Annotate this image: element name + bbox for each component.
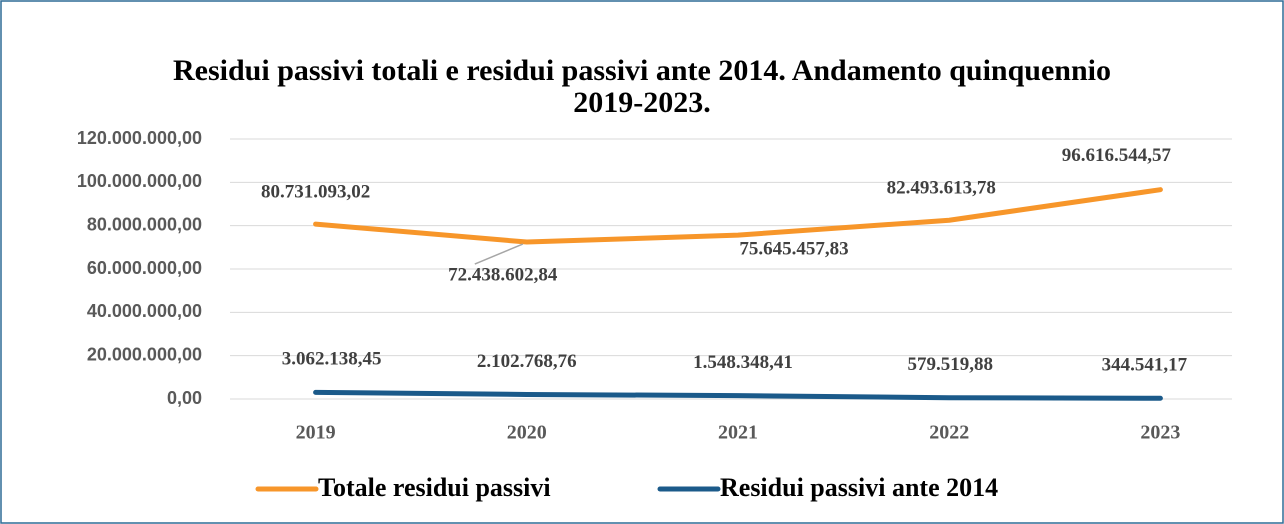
legend-label: Residui passivi ante 2014 [720, 473, 998, 502]
data-label: 96.616.544,57 [1062, 145, 1172, 166]
x-tick-label: 2019 [296, 422, 336, 444]
x-tick-label: 2021 [718, 422, 758, 444]
data-label: 344.541,17 [1102, 355, 1188, 376]
series-line [313, 187, 1163, 245]
legend-label: Totale residui passivi [318, 473, 551, 502]
data-label: 2.102.768,76 [477, 351, 577, 372]
chart-title: Residui passivi totali e residui passivi… [173, 54, 1111, 119]
y-tick-label: 120.000.000,00 [77, 128, 202, 148]
x-tick-label: 2023 [1140, 422, 1180, 444]
x-tick-label: 2022 [929, 422, 969, 444]
data-label: 80.731.093,02 [261, 181, 370, 202]
y-tick-label: 20.000.000,00 [87, 344, 202, 364]
data-label: 1.548.348,41 [693, 352, 793, 373]
y-tick-label: 100.000.000,00 [77, 171, 202, 191]
leader-line [474, 243, 524, 265]
y-tick-label: 40.000.000,00 [87, 301, 202, 321]
series-line [313, 389, 1163, 401]
data-label: 579.519,88 [907, 354, 993, 375]
data-label: 82.493.613,78 [887, 178, 996, 199]
x-tick-label: 2020 [507, 422, 547, 444]
y-tick-label: 60.000.000,00 [87, 258, 202, 278]
data-label: 72.438.602,84 [448, 264, 558, 285]
y-tick-label: 80.000.000,00 [87, 214, 202, 234]
data-label: 3.062.138,45 [282, 349, 382, 370]
y-tick-label: 0,00 [167, 388, 202, 408]
data-label: 75.645.457,83 [739, 238, 848, 259]
